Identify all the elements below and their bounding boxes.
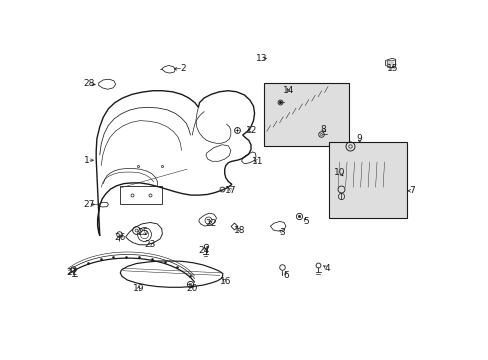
- Bar: [328, 142, 406, 218]
- Bar: [386, 60, 394, 67]
- Bar: [264, 83, 348, 146]
- Text: 11: 11: [252, 157, 264, 166]
- Text: 25: 25: [137, 228, 148, 237]
- Text: 10: 10: [333, 168, 345, 177]
- Text: 21: 21: [66, 269, 78, 277]
- Text: 8: 8: [320, 125, 326, 134]
- Text: 3: 3: [279, 228, 285, 237]
- Text: 15: 15: [386, 64, 398, 73]
- Text: 13: 13: [256, 54, 267, 63]
- Text: 2: 2: [180, 64, 186, 73]
- Text: 4: 4: [324, 264, 329, 273]
- Bar: [120, 186, 162, 204]
- Text: 16: 16: [220, 277, 231, 286]
- Text: 23: 23: [144, 240, 156, 249]
- Text: 5: 5: [303, 217, 309, 226]
- Text: 28: 28: [83, 79, 95, 88]
- Text: 9: 9: [356, 134, 362, 143]
- Text: 19: 19: [132, 284, 144, 293]
- Text: 17: 17: [225, 186, 237, 194]
- Text: 12: 12: [245, 126, 257, 135]
- Text: 14: 14: [282, 86, 293, 95]
- Text: 7: 7: [408, 186, 414, 195]
- Text: 22: 22: [205, 219, 217, 228]
- Text: 1: 1: [84, 156, 90, 165]
- Polygon shape: [266, 88, 339, 131]
- Text: 24: 24: [198, 246, 209, 255]
- Text: 26: 26: [114, 233, 126, 242]
- Text: 20: 20: [186, 284, 198, 293]
- Text: 6: 6: [283, 271, 289, 280]
- Text: 27: 27: [83, 200, 95, 209]
- Text: 18: 18: [234, 226, 245, 235]
